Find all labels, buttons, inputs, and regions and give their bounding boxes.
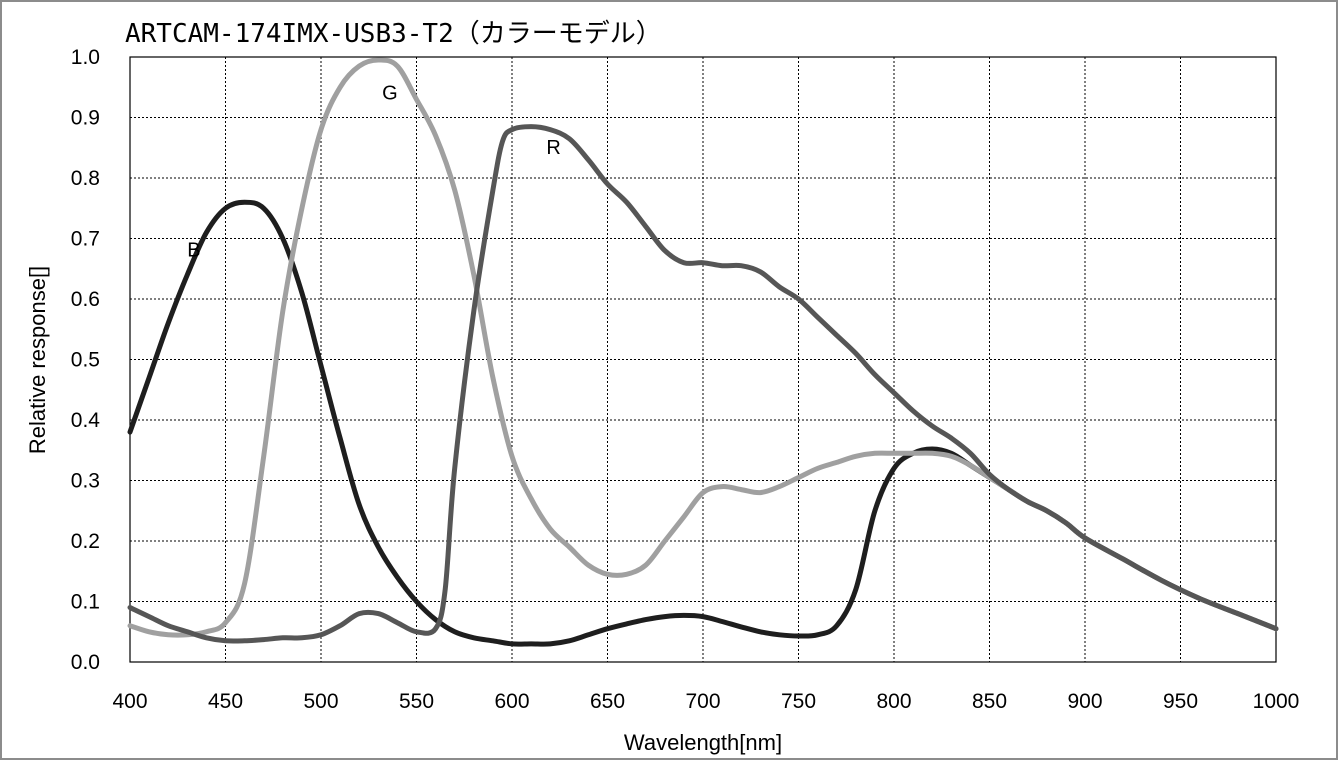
series-B-label: B: [187, 240, 200, 262]
x-tick-label: 700: [685, 690, 720, 713]
y-tick-label: 0.7: [71, 228, 100, 251]
series-labels: B G R: [187, 82, 561, 261]
x-tick-label: 400: [112, 690, 147, 713]
x-tick-label: 1000: [1253, 690, 1300, 713]
x-tick-label: 850: [972, 690, 1007, 713]
y-tick-label: 0.9: [71, 107, 100, 130]
series-group: [127, 57, 1279, 647]
x-tick-label: 500: [303, 690, 338, 713]
series-R-line: [127, 124, 1279, 644]
y-tick-label: 0.2: [71, 530, 100, 553]
y-tick-label: 0.1: [71, 591, 100, 614]
y-tick-label: 0.4: [71, 409, 101, 432]
plot-area: [129, 56, 1277, 663]
x-tick-label: 900: [1067, 690, 1102, 713]
x-tick-label: 650: [590, 690, 625, 713]
x-tick-label: 450: [208, 690, 243, 713]
x-tick-label: 950: [1163, 690, 1198, 713]
y-tick-label: 0.8: [71, 167, 100, 190]
y-axis-label: Relative response[]: [25, 266, 50, 454]
x-axis-label: Wavelength[nm]: [624, 730, 782, 755]
chart-title: ARTCAM-174IMX-USB3-T2（カラーモデル）: [125, 19, 662, 49]
x-tick-label: 750: [781, 690, 816, 713]
x-tick-labels: 400 450 500 550 600 650 700 750 800 850 900 950 1000: [112, 690, 1299, 713]
x-tick-label: 550: [399, 690, 434, 713]
series-G-label: G: [382, 82, 398, 104]
grid-lines: [130, 57, 1276, 662]
x-tick-label: 800: [876, 690, 911, 713]
y-tick-labels: 0.0 0.1 0.2 0.3 0.4 0.5 0.6 0.7 0.8 0.9 1.0: [71, 46, 101, 674]
y-tick-label: 0.5: [71, 349, 100, 372]
y-tick-label: 1.0: [71, 46, 100, 69]
y-tick-label: 0.6: [71, 288, 100, 311]
y-tick-label: 0.0: [71, 651, 100, 674]
x-tick-label: 600: [494, 690, 529, 713]
series-R-label: R: [546, 137, 560, 159]
y-tick-label: 0.3: [71, 470, 100, 493]
